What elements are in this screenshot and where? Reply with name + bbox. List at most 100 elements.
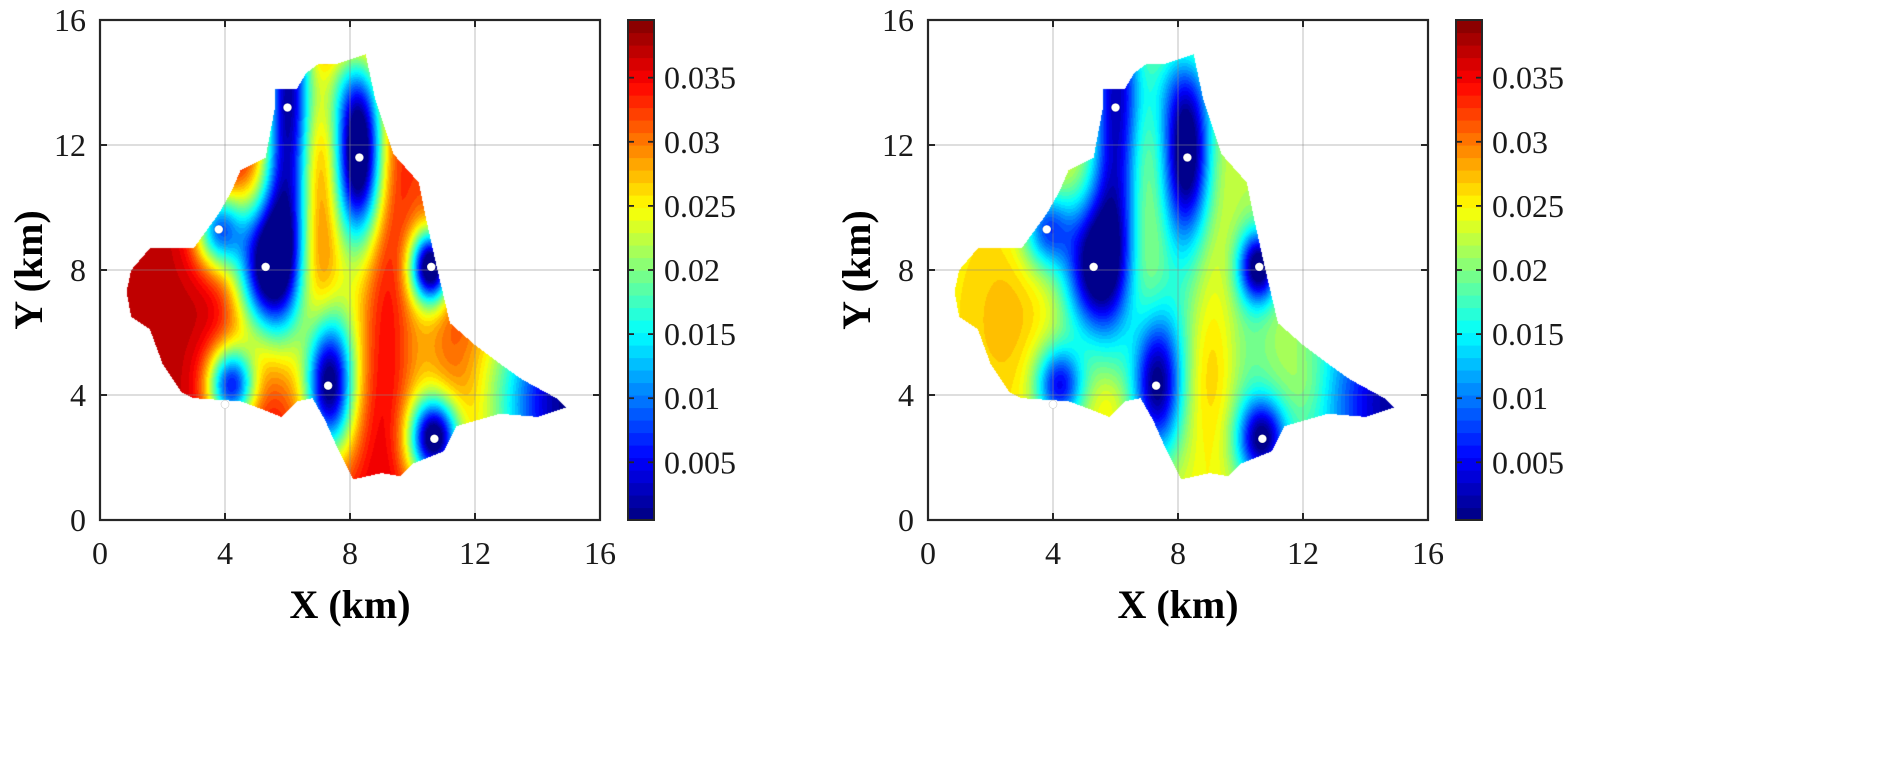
- colorbar-band: [1456, 220, 1482, 234]
- sample-point-1: [1111, 103, 1120, 112]
- x-tick-label-4: 16: [1412, 535, 1444, 571]
- colorbar-band: [1456, 120, 1482, 134]
- colorbar-band: [628, 182, 654, 196]
- colorbar-band: [1456, 45, 1482, 59]
- sample-point-2: [1183, 153, 1192, 162]
- colorbar-band: [1456, 482, 1482, 496]
- colorbar-band: [1456, 345, 1482, 359]
- x-tick-label-1: 4: [217, 535, 233, 571]
- x-axis-label: X (km): [1117, 582, 1238, 627]
- colorbar-band: [628, 395, 654, 409]
- colorbar-band: [1456, 157, 1482, 171]
- colorbar-band: [1456, 357, 1482, 371]
- colorbar-band: [628, 82, 654, 96]
- sample-point-8: [1258, 434, 1267, 444]
- y-tick-label-0: 0: [898, 502, 914, 538]
- heatmap-surface: [100, 20, 600, 520]
- colorbar-band: [628, 382, 654, 396]
- colorbar-band: [628, 157, 654, 171]
- colorbar-band: [628, 457, 654, 471]
- colorbar-band: [1456, 182, 1482, 196]
- colorbar-band: [1456, 207, 1482, 221]
- colorbar-band: [1456, 95, 1482, 109]
- colorbar-tick-label-3: 0.02: [1492, 252, 1548, 288]
- colorbar-tick-label-0: 0.005: [664, 444, 736, 480]
- colorbar-band: [1456, 70, 1482, 84]
- x-tick-label-2: 8: [342, 535, 358, 571]
- x-tick-label-3: 12: [1287, 535, 1319, 571]
- colorbar-band: [1456, 107, 1482, 121]
- sample-point-5: [426, 262, 436, 272]
- colorbar-band: [628, 120, 654, 134]
- y-axis-label: Y (km): [6, 210, 51, 330]
- colorbar-band: [1456, 307, 1482, 321]
- colorbar-tick-label-3: 0.02: [664, 252, 720, 288]
- colorbar-band: [1456, 170, 1482, 184]
- colorbar-tick-label-6: 0.035: [664, 60, 736, 96]
- colorbar-tick-label-1: 0.01: [1492, 380, 1548, 416]
- colorbar-band: [628, 132, 654, 146]
- sample-point-2: [355, 153, 364, 162]
- sample-point-7: [220, 400, 230, 409]
- colorbar-tick-label-4: 0.025: [1492, 188, 1564, 224]
- chart-panel-2: 0 4 8 12 16 0 4 8 12 16 X (km) Y (km) 0.005 0.01 0.015…: [834, 2, 1564, 627]
- x-tick-label-4: 16: [584, 535, 616, 571]
- colorbar-band: [628, 245, 654, 259]
- sample-point-6: [1151, 381, 1161, 390]
- x-tick-label-2: 8: [1170, 535, 1186, 571]
- colorbar-band: [1456, 232, 1482, 246]
- colorbar-band: [1456, 32, 1482, 46]
- colorbar-band: [1456, 382, 1482, 396]
- colorbar-band: [1456, 57, 1482, 71]
- colorbar-band: [628, 345, 654, 359]
- y-tick-label-1: 4: [70, 377, 86, 413]
- x-axis-label: X (km): [289, 582, 410, 627]
- x-tick-label-1: 4: [1045, 535, 1061, 571]
- colorbar-band: [1456, 132, 1482, 146]
- y-tick-label-0: 0: [70, 502, 86, 538]
- colorbar-band: [1456, 395, 1482, 409]
- colorbar-band: [628, 145, 654, 159]
- colorbar-band: [628, 445, 654, 459]
- colorbar-band: [1456, 20, 1482, 34]
- colorbar-band: [628, 107, 654, 121]
- colorbar-band: [1456, 257, 1482, 271]
- colorbar-band: [628, 57, 654, 71]
- colorbar-band: [628, 370, 654, 384]
- colorbar-band: [628, 420, 654, 434]
- y-tick-label-2: 8: [70, 252, 86, 288]
- x-tick-label-3: 12: [459, 535, 491, 571]
- colorbar-band: [628, 495, 654, 509]
- colorbar-band: [1456, 432, 1482, 446]
- colorbar-band: [1456, 470, 1482, 484]
- sample-point-3: [1042, 225, 1052, 234]
- colorbar-band: [1456, 295, 1482, 309]
- x-tick-label-0: 0: [920, 535, 936, 571]
- colorbar-tick-label-5: 0.03: [664, 124, 720, 160]
- sample-point-7: [1048, 400, 1058, 409]
- colorbar-band: [628, 32, 654, 46]
- y-tick-label-4: 16: [882, 2, 914, 38]
- colorbar-band: [628, 282, 654, 296]
- colorbar-band: [1456, 320, 1482, 334]
- colorbar-band: [628, 20, 654, 34]
- colorbar-tick-label-0: 0.005: [1492, 444, 1564, 480]
- sample-point-6: [323, 381, 333, 390]
- colorbar-tick-label-1: 0.01: [664, 380, 720, 416]
- colorbar-band: [628, 45, 654, 59]
- colorbar-band: [628, 95, 654, 109]
- colorbar-band: [628, 70, 654, 84]
- colorbar-band: [628, 170, 654, 184]
- chart-panel-1: 0 4 8 12 16 0 4 8 12 16 X (km) Y (km) 0.005 0.01 0.015…: [6, 2, 736, 627]
- y-tick-label-3: 12: [54, 127, 86, 163]
- y-axis-label: Y (km): [834, 210, 879, 330]
- sample-point-5: [1254, 262, 1264, 272]
- colorbar: 0.005 0.01 0.015 0.02 0.025 0.03 0.035: [1455, 19, 1564, 521]
- colorbar-band: [628, 470, 654, 484]
- sample-point-4: [261, 262, 270, 272]
- y-tick-label-4: 16: [54, 2, 86, 38]
- colorbar-band: [628, 432, 654, 446]
- colorbar-band: [628, 320, 654, 334]
- colorbar-band: [1456, 332, 1482, 346]
- colorbar-band: [1456, 245, 1482, 259]
